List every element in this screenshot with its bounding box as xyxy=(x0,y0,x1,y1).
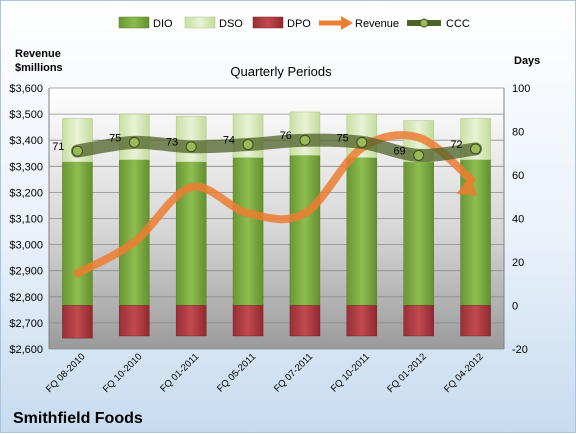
revenue-line xyxy=(73,131,476,278)
left-axis-tick-label: $2,600 xyxy=(9,344,43,356)
legend: DIO DSO DPO Revenue CCC xyxy=(118,16,470,30)
ccc-line-layer: 71 75 73 74 76 75 69 72 xyxy=(52,130,483,163)
left-axis-tick-label: $3,100 xyxy=(9,214,43,226)
dpo-bar xyxy=(175,305,207,337)
x-axis-tick-label: FQ 04-2012 xyxy=(442,351,486,395)
left-axis-tick-label: $3,000 xyxy=(9,240,43,252)
ccc-point xyxy=(185,141,197,153)
left-axis-tick-label: $2,900 xyxy=(9,266,43,278)
dso-bar xyxy=(175,116,207,163)
x-axis-tick-label: FQ 05-2011 xyxy=(215,351,258,394)
legend-swatch xyxy=(118,16,150,29)
company-name: Smithfield Foods xyxy=(13,410,143,427)
dpo-bar xyxy=(119,305,150,337)
dio-bar xyxy=(289,155,321,306)
legend-item-dso: DSO xyxy=(184,16,243,30)
right-axis-tick-label: -20 xyxy=(512,344,528,356)
legend-label: Revenue xyxy=(355,18,399,30)
dpo-bar xyxy=(346,305,378,337)
x-axis-tick-label: FQ 01-2012 xyxy=(385,351,429,395)
dpo-bar xyxy=(460,305,491,337)
dpo-bar xyxy=(62,305,93,339)
ccc-point xyxy=(470,143,482,155)
ccc-data-label: 74 xyxy=(223,135,235,147)
x-axis-tick-label: FQ 01-2011 xyxy=(158,351,201,394)
revenue-arrowhead xyxy=(456,176,478,196)
x-axis-tick-label: FQ 08-2010 xyxy=(44,351,88,395)
right-axis-tick-label: 40 xyxy=(512,214,524,226)
legend-marker xyxy=(419,18,429,28)
right-axis-tick-label: 60 xyxy=(512,170,524,182)
ccc-point xyxy=(413,149,425,161)
ccc-data-label: 75 xyxy=(337,132,349,144)
arrow-icon xyxy=(341,16,353,30)
ccc-point xyxy=(71,145,83,157)
ccc-point xyxy=(356,136,368,148)
dio-bar xyxy=(403,161,434,306)
left-axis-tick-label: $2,800 xyxy=(9,292,43,304)
x-axis-tick-label: FQ 10-2011 xyxy=(329,351,372,394)
legend-label: DPO xyxy=(287,18,311,30)
right-axis-tick-label: 100 xyxy=(512,83,530,95)
left-axis: $2,600 $2,700 $2,800 $2,900 $3,000 $3,100 $3,2… xyxy=(9,83,50,356)
ccc-data-label: 75 xyxy=(109,132,121,144)
bars xyxy=(62,111,491,339)
revenue-line-layer xyxy=(73,131,478,278)
dpo-bar xyxy=(289,305,321,337)
dio-bar xyxy=(62,161,93,306)
legend-label: DIO xyxy=(153,18,173,30)
ccc-point xyxy=(299,134,311,146)
left-axis-title-line1: Revenue xyxy=(15,48,61,60)
ccc-data-label: 72 xyxy=(450,139,462,151)
legend-label: CCC xyxy=(446,18,470,30)
right-axis-title: Days xyxy=(514,55,540,67)
dio-bar xyxy=(460,159,491,306)
left-axis-title-line2: $millions xyxy=(15,62,63,74)
x-axis-tick-label: FQ 10-2010 xyxy=(101,351,145,395)
legend-item-dpo: DPO xyxy=(252,16,311,30)
x-axis-tick-label: FQ 07-2011 xyxy=(272,351,315,394)
left-axis-tick-label: $3,300 xyxy=(9,161,43,173)
plot-area: 71 75 73 74 76 75 69 72 xyxy=(49,87,504,350)
dpo-bar xyxy=(403,305,434,337)
chart-title: Quarterly Periods xyxy=(230,64,332,79)
right-axis: -20 0 20 40 60 80 100 xyxy=(503,83,530,356)
left-axis-tick-label: $2,700 xyxy=(9,318,43,330)
legend-item-ccc: CCC xyxy=(407,18,470,30)
ccc-point xyxy=(128,136,140,148)
right-axis-tick-label: 0 xyxy=(512,301,518,313)
ccc-data-label: 71 xyxy=(52,141,64,153)
legend-item-revenue: Revenue xyxy=(319,16,399,30)
ccc-data-label: 73 xyxy=(166,137,178,149)
legend-swatch xyxy=(184,16,216,29)
legend-item-dio: DIO xyxy=(118,16,173,30)
right-axis-tick-label: 80 xyxy=(512,127,524,139)
right-axis-tick-label: 20 xyxy=(512,257,524,269)
ccc-point xyxy=(242,139,254,151)
x-axis: FQ 08-2010 FQ 10-2010 FQ 01-2011 FQ 05-2011… xyxy=(44,351,486,395)
legend-swatch xyxy=(252,16,284,29)
ccc-data-label: 69 xyxy=(393,145,405,157)
left-axis-tick-label: $3,600 xyxy=(9,83,43,95)
ccc-data-label: 76 xyxy=(280,130,292,142)
legend-label: DSO xyxy=(219,18,243,30)
left-axis-tick-label: $3,200 xyxy=(9,187,43,199)
dpo-bar xyxy=(232,305,264,337)
left-axis-tick-label: $3,400 xyxy=(9,135,43,147)
dio-bar xyxy=(346,157,378,306)
left-axis-tick-label: $3,500 xyxy=(9,109,43,121)
dio-bar xyxy=(232,157,264,306)
